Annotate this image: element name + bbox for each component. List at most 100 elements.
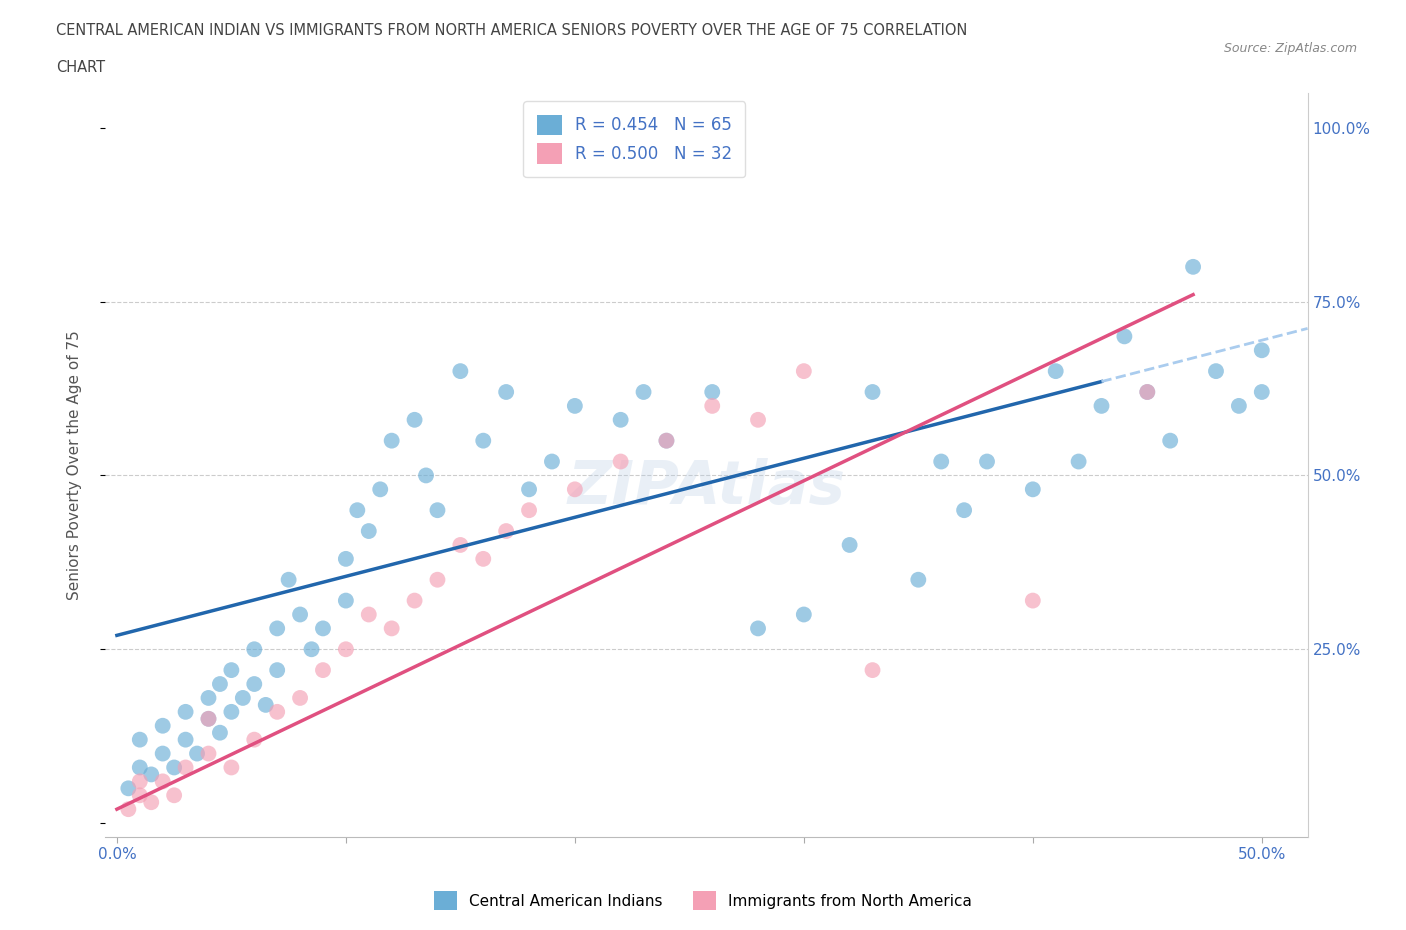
- Text: CHART: CHART: [56, 60, 105, 75]
- Point: [163, 788, 186, 803]
- Point: [174, 732, 197, 747]
- Point: [357, 607, 380, 622]
- Point: [197, 746, 219, 761]
- Point: [301, 642, 323, 657]
- Point: [472, 433, 495, 448]
- Point: [197, 711, 219, 726]
- Point: [243, 732, 266, 747]
- Point: [415, 468, 437, 483]
- Text: ZIPAtlas: ZIPAtlas: [568, 458, 845, 517]
- Point: [141, 795, 163, 810]
- Point: [633, 384, 655, 399]
- Point: [1227, 398, 1250, 413]
- Point: [243, 677, 266, 692]
- Point: [564, 482, 586, 497]
- Point: [953, 503, 976, 518]
- Point: [163, 760, 186, 775]
- Point: [368, 482, 391, 497]
- Point: [404, 412, 426, 427]
- Point: [197, 711, 219, 726]
- Point: [449, 538, 471, 552]
- Point: [117, 781, 139, 796]
- Point: [208, 677, 231, 692]
- Point: [702, 398, 724, 413]
- Point: [1205, 364, 1227, 379]
- Point: [1067, 454, 1090, 469]
- Point: [117, 802, 139, 817]
- Point: [232, 690, 254, 705]
- Point: [517, 482, 540, 497]
- Point: [564, 398, 586, 413]
- Point: [426, 572, 449, 587]
- Point: [381, 433, 404, 448]
- Point: [1114, 329, 1136, 344]
- Point: [426, 503, 449, 518]
- Point: [288, 607, 311, 622]
- Point: [1250, 384, 1272, 399]
- Point: [862, 663, 884, 678]
- Legend: Central American Indians, Immigrants from North America: Central American Indians, Immigrants fro…: [426, 884, 980, 918]
- Point: [793, 364, 815, 379]
- Point: [128, 788, 150, 803]
- Text: CENTRAL AMERICAN INDIAN VS IMMIGRANTS FROM NORTH AMERICA SENIORS POVERTY OVER TH: CENTRAL AMERICAN INDIAN VS IMMIGRANTS FR…: [56, 23, 967, 38]
- Point: [128, 774, 150, 789]
- Point: [1045, 364, 1067, 379]
- Point: [128, 760, 150, 775]
- Point: [655, 433, 678, 448]
- Point: [312, 621, 335, 636]
- Point: [312, 663, 335, 678]
- Point: [609, 412, 631, 427]
- Point: [186, 746, 208, 761]
- Point: [254, 698, 277, 712]
- Point: [152, 718, 174, 733]
- Point: [517, 503, 540, 518]
- Legend: R = 0.454   N = 65, R = 0.500   N = 32: R = 0.454 N = 65, R = 0.500 N = 32: [523, 101, 745, 177]
- Point: [702, 384, 724, 399]
- Point: [221, 760, 243, 775]
- Point: [793, 607, 815, 622]
- Point: [221, 704, 243, 719]
- Point: [1182, 259, 1205, 274]
- Point: [929, 454, 952, 469]
- Point: [838, 538, 860, 552]
- Point: [335, 642, 357, 657]
- Point: [747, 412, 769, 427]
- Y-axis label: Seniors Poverty Over the Age of 75: Seniors Poverty Over the Age of 75: [67, 330, 82, 600]
- Point: [1250, 343, 1272, 358]
- Point: [335, 551, 357, 566]
- Point: [335, 593, 357, 608]
- Point: [907, 572, 929, 587]
- Point: [381, 621, 404, 636]
- Point: [609, 454, 631, 469]
- Point: [221, 663, 243, 678]
- Point: [174, 704, 197, 719]
- Point: [197, 690, 219, 705]
- Point: [288, 690, 311, 705]
- Point: [266, 704, 288, 719]
- Point: [208, 725, 231, 740]
- Point: [1159, 433, 1181, 448]
- Point: [174, 760, 197, 775]
- Point: [449, 364, 471, 379]
- Text: Source: ZipAtlas.com: Source: ZipAtlas.com: [1223, 42, 1357, 55]
- Point: [152, 774, 174, 789]
- Point: [1136, 384, 1159, 399]
- Point: [747, 621, 769, 636]
- Point: [357, 524, 380, 538]
- Point: [495, 524, 517, 538]
- Point: [1136, 384, 1159, 399]
- Point: [1090, 398, 1112, 413]
- Point: [277, 572, 299, 587]
- Point: [472, 551, 495, 566]
- Point: [655, 433, 678, 448]
- Point: [128, 732, 150, 747]
- Point: [1022, 482, 1045, 497]
- Point: [152, 746, 174, 761]
- Point: [141, 767, 163, 782]
- Point: [243, 642, 266, 657]
- Point: [541, 454, 564, 469]
- Point: [266, 621, 288, 636]
- Point: [1022, 593, 1045, 608]
- Point: [404, 593, 426, 608]
- Point: [862, 384, 884, 399]
